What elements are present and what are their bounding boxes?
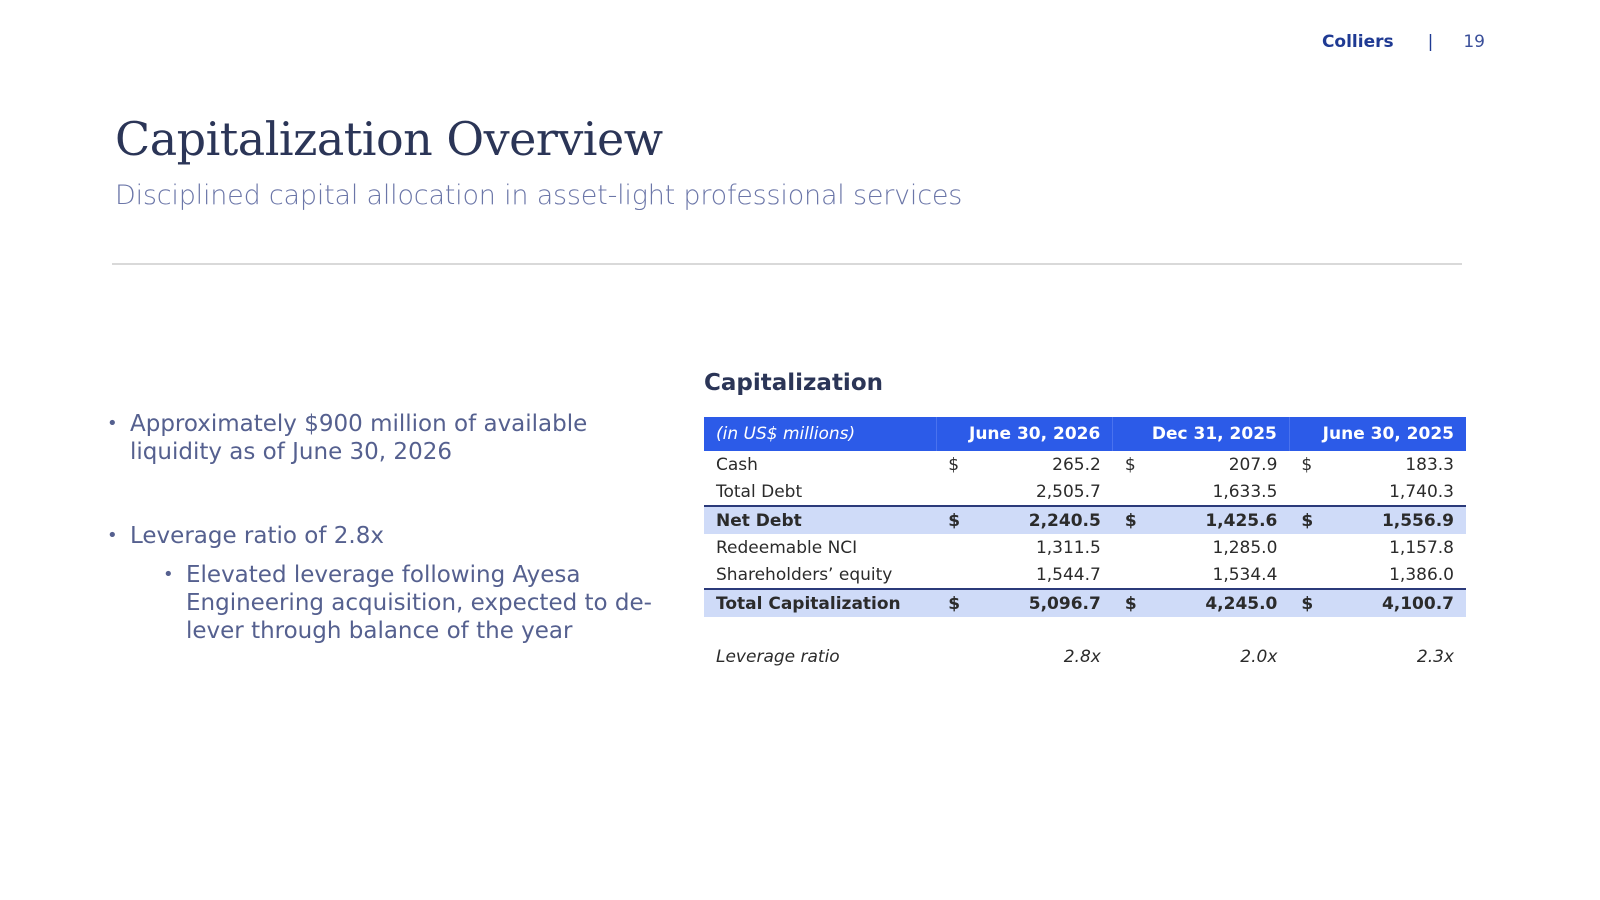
capitalization-table: (in US$ millions) June 30, 2026 Dec 31, … bbox=[704, 417, 1466, 670]
row-label: Total Capitalization bbox=[704, 588, 937, 617]
column-header: June 30, 2026 bbox=[935, 417, 1113, 451]
cell-value: 2,240.5 bbox=[976, 505, 1113, 534]
cell-value: 1,633.5 bbox=[1212, 481, 1278, 502]
cell-value: 2,505.7 bbox=[1035, 481, 1101, 502]
table-row: Shareholders’ equity 1,544.7 1,534.4 1,3… bbox=[704, 561, 1466, 589]
table-row: Total Debt 2,505.7 1,633.5 1,740.3 bbox=[704, 478, 1466, 506]
bullet-text: Approximately $900 million of available … bbox=[130, 411, 588, 465]
column-header: June 30, 2025 bbox=[1288, 417, 1466, 451]
bullet-item: • Approximately $900 million of availabl… bbox=[107, 410, 667, 466]
currency-symbol: $ bbox=[936, 505, 977, 534]
row-label: Net Debt bbox=[704, 505, 937, 534]
currency-symbol bbox=[1113, 478, 1153, 506]
bullet-text: Elevated leverage following Ayesa Engine… bbox=[186, 562, 652, 644]
bullet-icon: • bbox=[107, 525, 118, 546]
row-label: Total Debt bbox=[716, 481, 803, 502]
cell-value: 1,386.0 bbox=[1389, 564, 1454, 585]
cell-value: 2.3x bbox=[1416, 646, 1454, 667]
currency-symbol bbox=[1289, 478, 1329, 506]
cell-value: 4,245.0 bbox=[1152, 588, 1290, 617]
table-total-row: Total Capitalization $ 5,096.7 $ 4,245.0… bbox=[704, 588, 1466, 617]
currency-symbol: $ bbox=[1124, 454, 1136, 475]
currency-symbol: $ bbox=[1112, 588, 1153, 617]
row-label: Leverage ratio bbox=[716, 646, 840, 667]
table-spacer-row bbox=[704, 617, 1466, 643]
sub-bullet-item: • Elevated leverage following Ayesa Engi… bbox=[163, 561, 667, 645]
currency-symbol: $ bbox=[948, 454, 960, 475]
leverage-row: Leverage ratio 2.8x 2.0x 2.3x bbox=[704, 643, 1466, 670]
cell-value: 1,311.5 bbox=[1035, 537, 1101, 558]
cell-value: 1,544.7 bbox=[1035, 564, 1101, 585]
table-row: Cash $ 265.2 $ 207.9 $ 183.3 bbox=[704, 451, 1466, 478]
currency-symbol bbox=[936, 478, 976, 506]
currency-symbol bbox=[1289, 561, 1329, 589]
brand-logo: Colliers bbox=[1321, 32, 1394, 52]
currency-symbol bbox=[1113, 534, 1153, 561]
currency-symbol bbox=[1289, 534, 1329, 561]
column-header: Dec 31, 2025 bbox=[1112, 417, 1290, 451]
cell-value: 2.8x bbox=[1063, 646, 1101, 667]
cell-value: 1,556.9 bbox=[1329, 505, 1466, 534]
cell-value: 1,740.3 bbox=[1389, 481, 1454, 502]
page-subtitle: Disciplined capital allocation in asset-… bbox=[115, 180, 963, 211]
cell-value: 207.9 bbox=[1228, 454, 1278, 475]
row-label: Cash bbox=[716, 454, 758, 475]
units-label: (in US$ millions) bbox=[704, 417, 937, 451]
bullet-icon: • bbox=[107, 413, 118, 434]
currency-symbol: $ bbox=[1301, 454, 1313, 475]
cell-value: 1,534.4 bbox=[1212, 564, 1278, 585]
page-number: 19 bbox=[1463, 32, 1485, 52]
currency-symbol: $ bbox=[1289, 505, 1330, 534]
cell-value: 4,100.7 bbox=[1329, 588, 1466, 617]
title-divider bbox=[112, 263, 1462, 265]
currency-symbol bbox=[936, 534, 976, 561]
table-header-row: (in US$ millions) June 30, 2026 Dec 31, … bbox=[704, 417, 1466, 451]
cell-value: 2.0x bbox=[1240, 646, 1278, 667]
row-label: Redeemable NCI bbox=[716, 537, 858, 558]
table-row: Redeemable NCI 1,311.5 1,285.0 1,157.8 bbox=[704, 534, 1466, 561]
cell-value: 265.2 bbox=[1052, 454, 1101, 475]
currency-symbol: $ bbox=[1289, 588, 1330, 617]
bullet-text: Leverage ratio of 2.8x bbox=[130, 523, 384, 549]
cell-value: 183.3 bbox=[1405, 454, 1454, 475]
currency-symbol: $ bbox=[936, 588, 977, 617]
cell-value: 1,285.0 bbox=[1212, 537, 1278, 558]
bullet-icon: • bbox=[163, 564, 174, 585]
table-title: Capitalization bbox=[704, 370, 883, 396]
currency-symbol bbox=[1113, 561, 1153, 589]
bullet-item: • Leverage ratio of 2.8x bbox=[107, 522, 667, 550]
cell-value: 1,425.6 bbox=[1152, 505, 1290, 534]
table-total-row: Net Debt $ 2,240.5 $ 1,425.6 $ 1,556.9 bbox=[704, 505, 1466, 534]
currency-symbol bbox=[936, 561, 976, 589]
header-separator: | bbox=[1427, 32, 1434, 52]
bullet-list: • Approximately $900 million of availabl… bbox=[107, 410, 667, 645]
page-title: Capitalization Overview bbox=[115, 112, 663, 166]
cell-value: 1,157.8 bbox=[1389, 537, 1454, 558]
cell-value: 5,096.7 bbox=[976, 588, 1113, 617]
header-bar: Colliers | 19 bbox=[1322, 32, 1485, 52]
currency-symbol: $ bbox=[1112, 505, 1153, 534]
row-label: Shareholders’ equity bbox=[716, 564, 893, 585]
